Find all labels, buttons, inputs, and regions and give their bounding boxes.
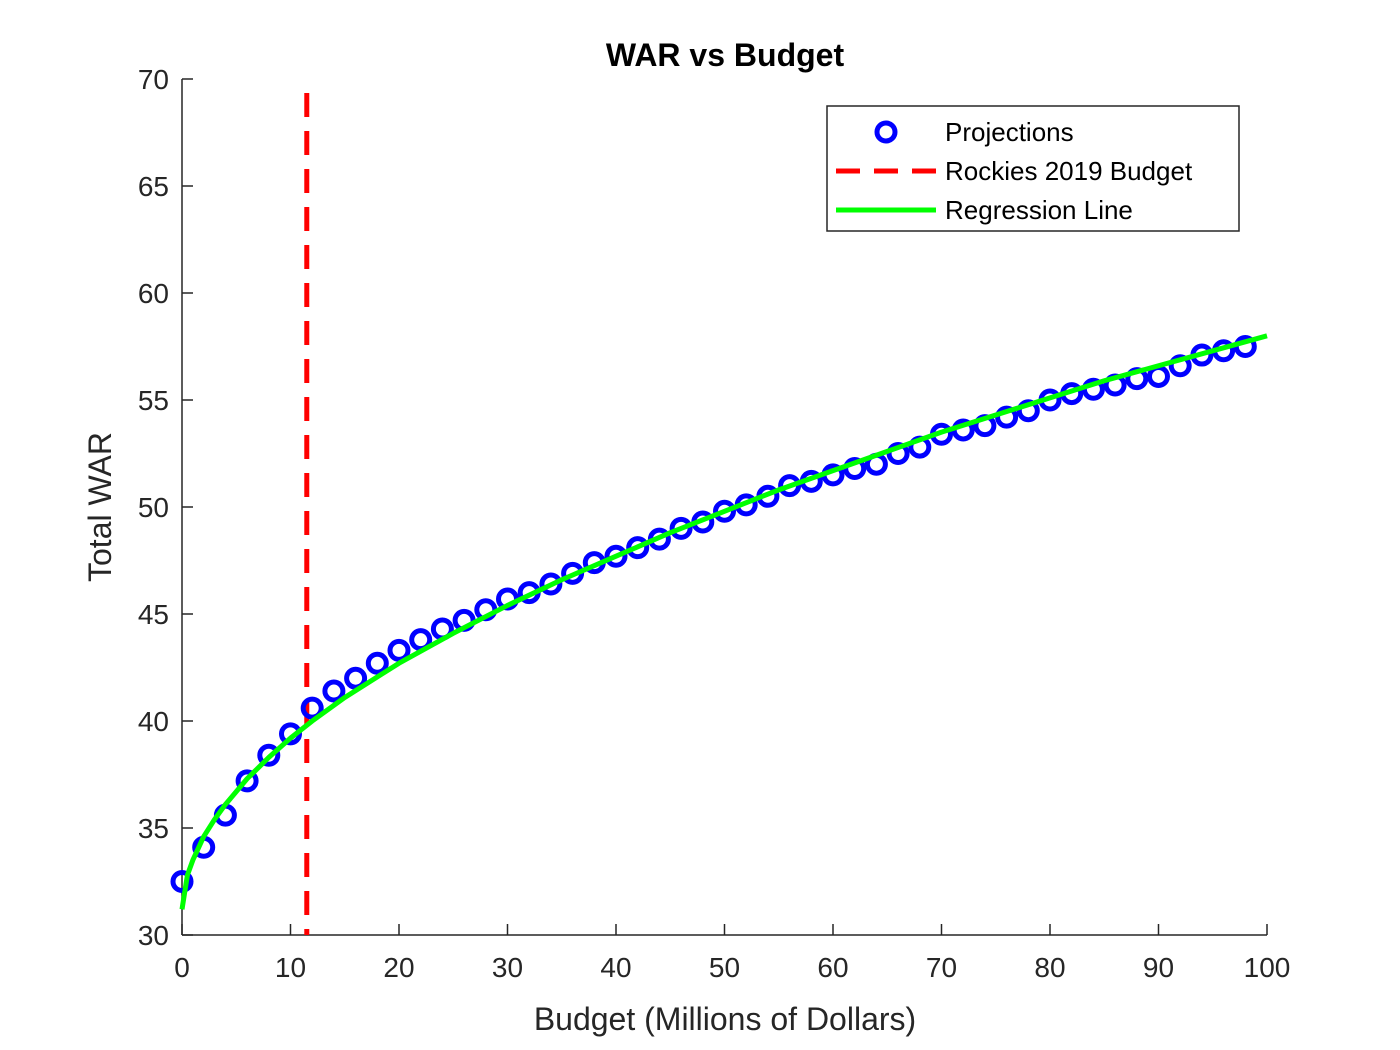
projection-point	[669, 516, 693, 540]
legend: Projections Rockies 2019 Budget Regression…	[826, 105, 1240, 232]
x-tick-label: 70	[926, 952, 957, 983]
y-tick-label: 50	[138, 492, 169, 523]
chart-title: WAR vs Budget	[606, 37, 845, 73]
y-tick-label: 60	[138, 278, 169, 309]
y-tick-label: 65	[138, 171, 169, 202]
y-tick-label: 35	[138, 813, 169, 844]
x-tick-label: 20	[383, 952, 414, 983]
x-tick-label: 10	[275, 952, 306, 983]
projection-point	[322, 679, 346, 703]
legend-label: Rockies 2019 Budget	[945, 156, 1193, 186]
projection-point	[170, 870, 194, 893]
legend-label: Projections	[945, 117, 1074, 147]
y-tick-label: 70	[138, 64, 169, 95]
projection-point	[257, 743, 281, 767]
projection-point	[539, 572, 563, 596]
x-tick-label: 50	[709, 952, 740, 983]
plot-area	[170, 93, 1268, 935]
y-tick-label: 55	[138, 385, 169, 416]
projection-point	[778, 474, 802, 498]
projection-point	[626, 536, 650, 560]
projection-point	[604, 544, 628, 568]
projection-point	[1016, 399, 1040, 423]
x-tick-label: 90	[1143, 952, 1174, 983]
projection-point	[1168, 354, 1192, 378]
projection-point	[713, 499, 736, 523]
x-axis-label: Budget (Millions of Dollars)	[534, 1001, 916, 1037]
x-tick-label: 100	[1244, 952, 1291, 983]
y-axis-label: Total WAR	[82, 432, 118, 582]
projection-point	[235, 769, 259, 793]
projection-point	[300, 696, 324, 720]
projection-point	[387, 638, 411, 662]
y-tick-label: 45	[138, 599, 169, 630]
projection-point	[344, 666, 368, 690]
regression-line	[179, 333, 1268, 910]
x-tick-label: 0	[174, 952, 190, 983]
projection-point	[995, 405, 1019, 429]
y-tick-label: 40	[138, 706, 169, 737]
x-tick-label: 40	[600, 952, 631, 983]
legend-marker-projections	[874, 120, 898, 144]
x-tick-label: 30	[492, 952, 523, 983]
x-tick-label: 80	[1034, 952, 1065, 983]
legend-label: Regression Line	[945, 195, 1133, 225]
projection-point	[365, 651, 389, 675]
y-tick-label: 30	[138, 920, 169, 951]
projection-point	[886, 442, 910, 465]
axes: 0 10 20 30 40 50 60 70 80 90 100 30 35 40 45 50 55 60 65 70	[138, 64, 1291, 983]
x-tick-label: 60	[817, 952, 848, 983]
